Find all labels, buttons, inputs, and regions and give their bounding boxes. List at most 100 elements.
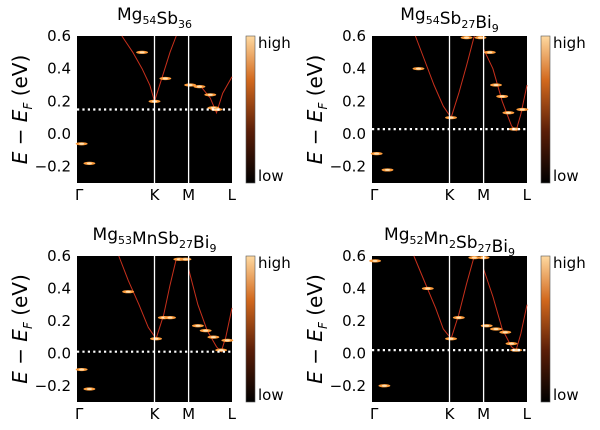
spectral-feature-core: [499, 95, 505, 98]
spectral-feature-core: [464, 36, 470, 39]
panel-3: −0.2 0.0 0.2 0.4 0.6 Γ K M L Mg53MnSb27Bi9 E − EF …: [8, 225, 291, 423]
colorbar: [540, 35, 551, 184]
colorbar-high-label: high: [553, 34, 586, 52]
y-tick-label: −0.2: [35, 377, 71, 395]
spectral-feature-core: [203, 329, 209, 332]
y-tick-label: 0.2: [47, 92, 71, 110]
x-tick-label-K: K: [150, 405, 161, 423]
colorbar: [245, 255, 256, 403]
spectral-feature-core: [509, 342, 514, 345]
y-tick-label: 0.4: [47, 60, 71, 78]
spectral-feature-core: [86, 162, 92, 165]
y-axis-label: E − EF (eV): [303, 274, 330, 384]
spectral-feature-core: [505, 111, 511, 114]
spectral-feature-core: [162, 77, 168, 80]
panel-1: −0.2 0.0 0.2 0.4 0.6 Γ K M L Mg54Sb36 E − EF (eV) h…: [8, 5, 291, 204]
band-line-2: [483, 268, 528, 351]
spectral-feature-core: [372, 259, 378, 262]
band-line-1: [413, 255, 475, 340]
y-tick-label: −0.2: [330, 158, 366, 176]
colorbar-low-label: low: [553, 167, 579, 185]
y-tick-label: 0.4: [47, 279, 71, 297]
spectral-feature-core: [502, 331, 508, 334]
spectral-feature-core: [493, 328, 499, 330]
spectral-feature-core: [195, 324, 201, 327]
spectral-feature-core: [207, 93, 213, 96]
spectral-feature-core: [385, 168, 390, 171]
panel-title: Mg54Sb36: [117, 5, 192, 31]
y-axis-label: E − EF (eV): [8, 274, 35, 384]
y-axis-label: E − EF (eV): [8, 55, 35, 165]
x-tick-label-Γ: Γ: [75, 405, 84, 423]
y-tick-label: 0.0: [47, 125, 71, 143]
band-line-1: [121, 35, 177, 104]
panel-title: Mg52Mn2Sb27Bi9: [384, 225, 515, 259]
x-tick-label-M: M: [477, 186, 490, 204]
y-axis-label: E − EF (eV): [303, 55, 330, 165]
x-tick-label-K: K: [150, 186, 161, 204]
y-tick-label: 0.6: [47, 27, 71, 45]
spectral-feature-core: [374, 152, 380, 155]
spectral-feature-core: [218, 349, 224, 352]
colorbar-high-label: high: [258, 254, 291, 272]
x-tick-label-M: M: [477, 405, 490, 423]
spectral-feature-core: [210, 336, 216, 339]
spectral-feature-core: [478, 36, 483, 39]
spectral-feature-core: [79, 142, 85, 145]
y-tick-label: −0.2: [35, 158, 71, 176]
colorbar: [540, 255, 551, 403]
x-tick-label-Γ: Γ: [370, 405, 379, 423]
y-tick-label: 0.0: [342, 344, 366, 362]
x-tick-label-L: L: [523, 186, 532, 204]
y-tick-label: 0.6: [342, 27, 366, 45]
x-tick-label-L: L: [228, 186, 237, 204]
colorbar-low-label: low: [258, 167, 284, 185]
x-tick-label-L: L: [523, 405, 532, 423]
colorbar-high-label: high: [258, 34, 291, 52]
spectral-feature-core: [167, 316, 173, 319]
panel-2: −0.2 0.0 0.2 0.4 0.6 Γ K M L Mg54Sb27Bi9 E − EF (e…: [303, 5, 586, 204]
colorbar-low-label: low: [553, 386, 579, 404]
spectral-feature-core: [456, 316, 462, 319]
colorbar-high-label: high: [553, 254, 586, 272]
spectral-feature-core: [493, 84, 499, 86]
panel-title: Mg54Sb27Bi9: [400, 5, 498, 35]
spectral-feature-core: [416, 67, 421, 70]
spectral-feature-core: [519, 108, 525, 111]
band-line-1: [118, 255, 177, 340]
spectral-feature-core: [196, 85, 202, 88]
y-tick-label: −0.2: [330, 377, 366, 395]
y-tick-label: 0.0: [47, 344, 71, 362]
y-tick-label: 0.4: [342, 279, 366, 297]
spectral-feature-core: [425, 287, 431, 290]
x-tick-label-Γ: Γ: [370, 186, 379, 204]
spectral-feature-core: [381, 384, 387, 387]
spectral-feature-core: [487, 51, 493, 54]
panel-title: Mg53MnSb27Bi9: [93, 225, 217, 255]
panel-4: −0.2 0.0 0.2 0.4 0.6 Γ K M L Mg52Mn2Sb27Bi9 E − EF…: [303, 225, 586, 423]
band-line-2: [188, 268, 233, 353]
x-tick-label-K: K: [445, 186, 456, 204]
y-tick-label: 0.2: [342, 312, 366, 330]
x-tick-label-M: M: [182, 405, 195, 423]
spectral-feature-core: [125, 290, 131, 293]
y-tick-label: 0.6: [342, 247, 366, 265]
spectral-feature-core: [224, 339, 230, 342]
band-line-1: [414, 35, 475, 119]
x-tick-label-Γ: Γ: [75, 186, 84, 204]
y-tick-label: 0.4: [342, 60, 366, 78]
band-line-2: [483, 48, 528, 132]
spectral-feature-core: [79, 368, 85, 371]
x-tick-label-K: K: [445, 405, 456, 423]
y-tick-label: 0.2: [342, 92, 366, 110]
y-tick-label: 0.0: [342, 125, 366, 143]
spectral-feature-core: [513, 349, 519, 352]
spectral-feature-core: [86, 388, 92, 391]
spectral-feature-core: [139, 51, 145, 54]
x-tick-label-M: M: [182, 186, 195, 204]
colorbar: [245, 35, 256, 184]
spectral-feature-core: [183, 258, 188, 261]
y-tick-label: 0.6: [47, 247, 71, 265]
spectral-feature-core: [471, 256, 477, 259]
